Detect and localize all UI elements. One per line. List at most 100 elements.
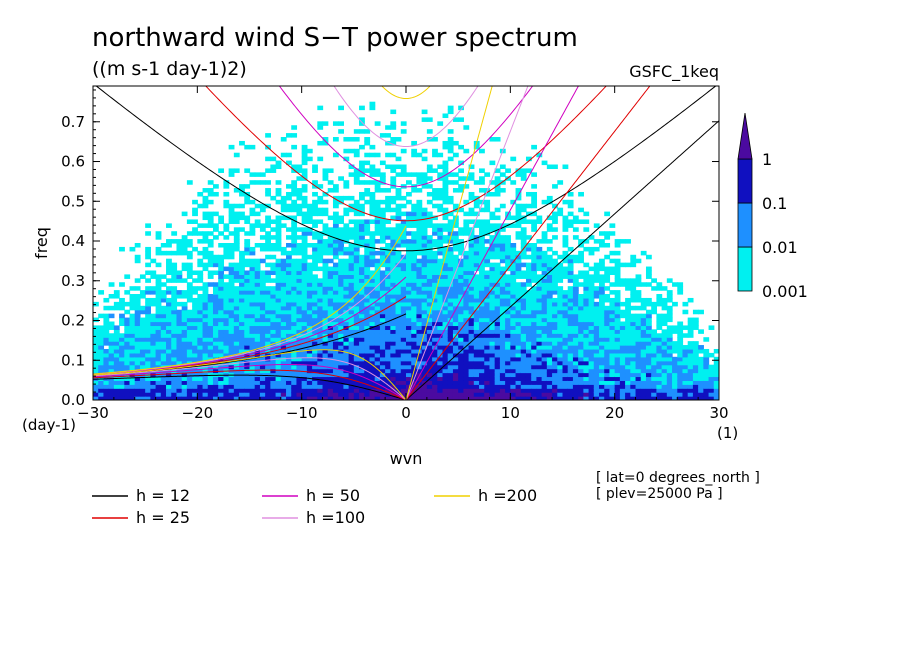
heat-cell xyxy=(129,317,136,323)
heat-cell xyxy=(249,144,256,150)
heat-cell xyxy=(124,388,131,393)
heat-cell xyxy=(291,258,298,264)
heat-cell xyxy=(599,282,605,287)
dispersion-curve xyxy=(93,349,407,400)
heat-cell xyxy=(479,188,485,193)
heat-cell xyxy=(317,105,324,111)
heat-cell xyxy=(385,203,391,209)
heat-cell xyxy=(343,246,350,252)
heat-cell xyxy=(583,329,590,334)
heat-cell xyxy=(374,278,381,283)
heat-cell xyxy=(93,341,99,346)
heat-cell xyxy=(390,290,397,295)
heat-cell xyxy=(212,352,219,358)
heat-cell xyxy=(687,376,694,381)
heat-cell xyxy=(275,376,282,381)
heat-cell xyxy=(416,321,423,327)
heat-cell xyxy=(536,274,543,279)
heat-cell xyxy=(651,278,657,283)
heat-cell xyxy=(447,337,454,342)
heat-cell xyxy=(124,274,131,279)
heat-cell xyxy=(609,392,616,397)
heat-cell xyxy=(473,364,480,370)
heat-cell xyxy=(531,380,538,385)
heat-cell xyxy=(296,309,303,315)
heat-cell xyxy=(353,148,360,154)
heat-cell xyxy=(369,250,376,256)
heat-cell xyxy=(385,125,391,130)
heat-cell xyxy=(379,270,386,275)
heat-cell xyxy=(531,352,538,358)
heat-cell xyxy=(562,380,569,385)
heat-cell xyxy=(479,227,485,232)
heat-cell xyxy=(98,325,105,330)
heat-cell xyxy=(374,384,381,389)
heat-cell xyxy=(572,392,579,397)
heat-cell xyxy=(218,168,225,173)
heat-cell xyxy=(103,325,110,330)
heat-cell xyxy=(181,246,188,252)
heat-cell xyxy=(510,243,517,248)
heat-cell xyxy=(286,266,292,272)
heat-cell xyxy=(228,301,235,307)
heat-cell xyxy=(270,388,277,393)
heat-cell xyxy=(562,321,569,327)
heat-cell xyxy=(160,290,167,295)
heat-cell xyxy=(202,301,209,307)
heat-cell xyxy=(406,270,412,275)
heat-cell xyxy=(181,376,188,381)
heat-cell xyxy=(228,243,235,248)
heat-cell xyxy=(468,341,475,346)
heat-cell xyxy=(400,203,407,209)
heat-cell xyxy=(645,372,652,378)
heat-cell xyxy=(265,246,271,252)
heat-cell xyxy=(223,380,230,385)
heat-cell xyxy=(567,396,574,400)
heat-cell xyxy=(536,321,543,327)
heat-cell xyxy=(113,384,120,389)
heat-cell xyxy=(666,360,673,366)
heat-cell xyxy=(306,392,313,397)
heat-cell xyxy=(416,270,423,275)
heat-cell xyxy=(395,203,402,209)
heat-cell xyxy=(353,203,360,209)
heat-cell xyxy=(265,191,271,197)
heat-cell xyxy=(113,341,120,346)
heat-cell xyxy=(348,388,355,393)
heat-cell xyxy=(604,309,611,315)
heat-cell xyxy=(614,396,621,400)
heat-cell xyxy=(562,313,569,319)
heat-cell xyxy=(218,282,225,287)
heat-cell xyxy=(583,239,590,244)
heat-cell xyxy=(259,243,266,248)
heat-cell xyxy=(604,329,611,334)
heat-cell xyxy=(557,309,564,315)
heat-cell xyxy=(218,364,225,370)
heat-cell xyxy=(578,250,584,256)
heat-cell xyxy=(249,274,256,279)
heat-cell xyxy=(672,380,678,385)
heat-cell xyxy=(484,337,491,342)
heat-cell xyxy=(181,384,188,389)
heat-cell xyxy=(353,290,360,295)
heat-cell xyxy=(176,274,183,279)
heat-cell xyxy=(677,380,684,385)
heat-cell xyxy=(275,188,282,193)
heat-cell xyxy=(625,282,631,287)
heat-cell xyxy=(207,348,214,354)
heat-cell xyxy=(385,348,391,354)
heat-cell xyxy=(129,392,136,397)
heat-cell xyxy=(546,376,553,381)
heat-cell xyxy=(479,301,485,307)
heat-cell xyxy=(489,392,496,397)
heat-cell xyxy=(317,364,324,370)
heat-cell xyxy=(552,313,558,319)
heat-cell xyxy=(207,380,214,385)
heat-cell xyxy=(614,388,621,393)
heat-cell xyxy=(588,294,595,299)
heat-cell xyxy=(494,274,501,279)
heat-cell xyxy=(207,219,214,224)
heat-cell xyxy=(515,270,522,275)
heat-cell xyxy=(583,278,590,283)
heat-cell xyxy=(139,333,146,338)
